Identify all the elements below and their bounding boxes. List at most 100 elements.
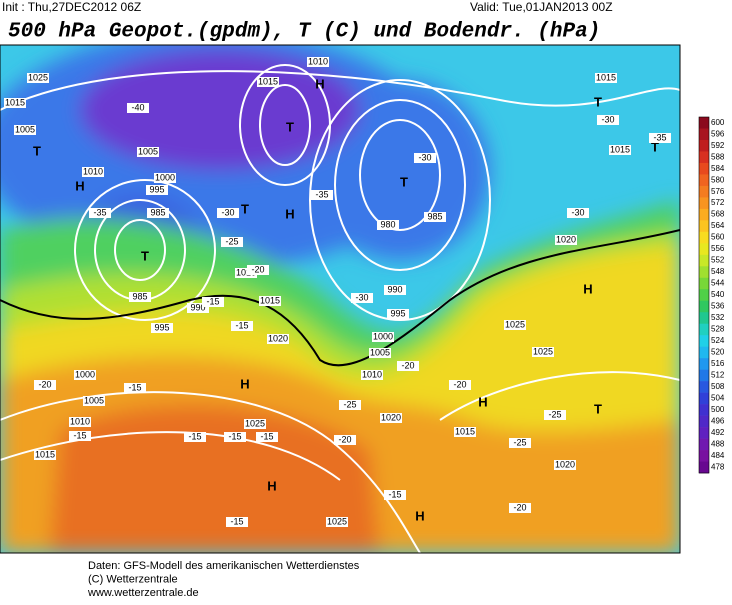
pressure-center: H xyxy=(285,206,294,221)
label-bg xyxy=(202,297,224,307)
label-bg xyxy=(267,334,289,344)
contour-label: -35 xyxy=(653,132,666,142)
label-bg xyxy=(14,125,36,135)
footer: Daten: GFS-Modell des amerikanischen Wet… xyxy=(87,560,360,599)
label-bg xyxy=(509,438,531,448)
isobars xyxy=(0,64,680,553)
contour-label: -15 xyxy=(235,320,248,330)
contour-label: 1005 xyxy=(84,395,104,405)
label-bg xyxy=(151,323,173,333)
contour-label: 1000 xyxy=(373,331,393,341)
label-bg xyxy=(184,432,206,442)
colorbar-label: 478 xyxy=(711,462,725,471)
contour-label: 1020 xyxy=(268,333,288,343)
label-bg xyxy=(595,73,617,83)
colorbar-swatch xyxy=(699,300,709,313)
contour-label: -15 xyxy=(228,431,241,441)
colorbar-swatch xyxy=(699,415,709,428)
pressure-center: H xyxy=(415,508,424,523)
label-bg xyxy=(82,167,104,177)
contour-label: 1025 xyxy=(327,516,347,526)
contour-label: -30 xyxy=(418,152,431,162)
colorbar-swatch xyxy=(699,312,709,325)
contour-label: -20 xyxy=(453,379,466,389)
contour-label: 990 xyxy=(190,302,205,312)
pressure-center: H xyxy=(240,376,249,391)
label-bg xyxy=(4,98,26,108)
contour-label: 1005 xyxy=(138,146,158,156)
colorbar-swatch xyxy=(699,346,709,359)
contour-label: 1010 xyxy=(83,166,103,176)
contour-label: 1010 xyxy=(362,369,382,379)
colorbar-label: 528 xyxy=(711,325,725,334)
contour-label: 1010 xyxy=(236,267,256,277)
colorbar-swatch xyxy=(699,139,709,152)
footer-line: Daten: GFS-Modell des amerikanischen Wet… xyxy=(88,560,360,572)
colorbar-swatch xyxy=(699,197,709,210)
label-bg xyxy=(83,396,105,406)
contour-label: -30 xyxy=(601,114,614,124)
colorbar-swatch xyxy=(699,185,709,198)
colorbar-swatch xyxy=(699,128,709,141)
label-bg xyxy=(377,220,399,230)
contour-label: 1015 xyxy=(455,426,475,436)
map-frame xyxy=(0,44,681,554)
pressure-center: T xyxy=(400,174,408,189)
footer-line: www.wetterzentrale.de xyxy=(87,587,199,599)
label-bg xyxy=(257,77,279,87)
label-bg xyxy=(351,293,373,303)
pressure-center: H xyxy=(315,76,324,91)
pressure-center: T xyxy=(33,143,41,158)
colorbar-swatch xyxy=(699,220,709,233)
pressure-center: H xyxy=(478,394,487,409)
contour-label: -20 xyxy=(251,264,264,274)
contour-label: 1015 xyxy=(260,295,280,305)
label-bg xyxy=(339,400,361,410)
valid-time: Valid: Tue,01JAN2013 00Z xyxy=(470,0,613,14)
label-bg xyxy=(326,517,348,527)
colorbar-label: 576 xyxy=(711,187,725,196)
colorbar-swatch xyxy=(699,208,709,221)
contour-label: -25 xyxy=(548,409,561,419)
label-bg xyxy=(372,332,394,342)
colorbar-swatch xyxy=(699,151,709,164)
colorbar-swatch xyxy=(699,461,709,474)
contour-label: 1015 xyxy=(35,449,55,459)
label-bg xyxy=(311,190,333,200)
colorbar-label: 584 xyxy=(711,164,725,173)
colorbar-label: 496 xyxy=(711,416,725,425)
contour-label: -15 xyxy=(73,430,86,440)
colorbar-swatch xyxy=(699,392,709,405)
colorbar-swatch xyxy=(699,162,709,175)
label-bg xyxy=(454,427,476,437)
label-bg xyxy=(361,370,383,380)
colorbar-label: 600 xyxy=(711,118,725,127)
contour-label: 1015 xyxy=(610,144,630,154)
contour-label: 995 xyxy=(154,322,169,332)
label-bg xyxy=(247,265,269,275)
contour-label: -25 xyxy=(513,437,526,447)
contour-label: 1000 xyxy=(155,172,175,182)
colorbar-label: 536 xyxy=(711,302,725,311)
label-bg xyxy=(244,419,266,429)
contour-label: -30 xyxy=(355,292,368,302)
label-bg xyxy=(504,320,526,330)
label-bg xyxy=(544,410,566,420)
colorbar-swatch xyxy=(699,450,709,462)
contour-label: 1025 xyxy=(533,346,553,356)
contour-label: 1005 xyxy=(370,347,390,357)
label-bg xyxy=(154,173,176,183)
contour-label: 985 xyxy=(427,211,442,221)
label-bg xyxy=(532,347,554,357)
contour-label: 985 xyxy=(150,207,165,217)
label-bg xyxy=(384,490,406,500)
label-bg xyxy=(235,268,257,278)
colorbar-swatch xyxy=(699,358,709,370)
label-bg xyxy=(424,212,446,222)
contour-label: 1000 xyxy=(75,369,95,379)
colorbar-swatch xyxy=(699,254,709,267)
label-bg xyxy=(369,348,391,358)
label-bg xyxy=(124,383,146,393)
contour-label: 1020 xyxy=(555,459,575,469)
colorbar-label: 508 xyxy=(711,382,725,391)
